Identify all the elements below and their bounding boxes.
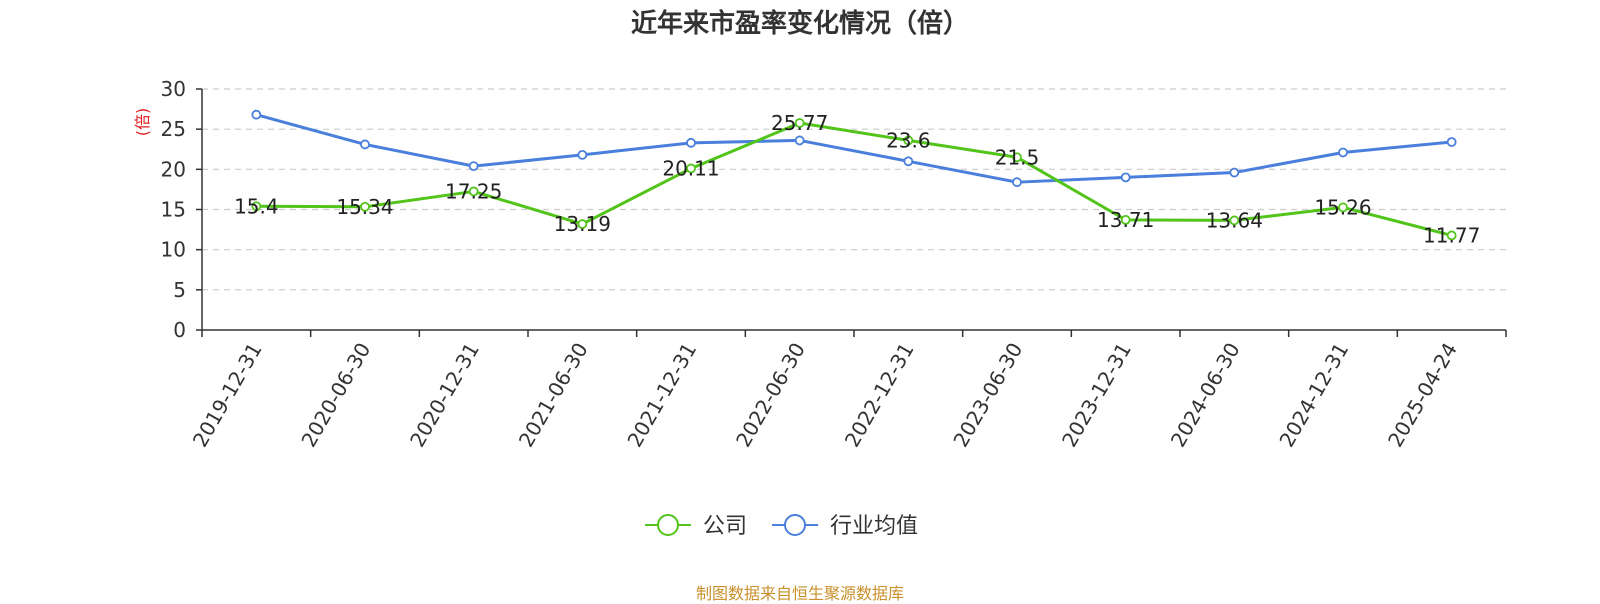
- legend-marker-company: [657, 514, 679, 536]
- y-tick-label: 0: [173, 318, 186, 342]
- legend-label-industry: 行业均值: [830, 514, 918, 539]
- industry-point: [686, 137, 696, 148]
- company-data-label: 13.64: [1206, 208, 1263, 232]
- company-point: [1012, 152, 1022, 163]
- industry-point: [794, 135, 805, 146]
- y-tick-labels: 0 5 10 15 20 25 30: [161, 77, 186, 342]
- company-data-label: 13.71: [1097, 208, 1154, 232]
- y-tick-label: 5: [173, 278, 186, 302]
- company-point: [1338, 202, 1348, 213]
- company-data-label: 13.19: [554, 212, 611, 236]
- axes: [196, 88, 1507, 337]
- y-axis-label: (倍): [133, 108, 152, 137]
- series-points: [251, 109, 1457, 241]
- x-tick-label: 2025-04-24: [1383, 339, 1462, 452]
- grid-lines: [202, 88, 1506, 291]
- company-data-label: 11.77: [1423, 223, 1480, 247]
- source-note: 制图数据来自恒生聚源数据库: [695, 584, 904, 603]
- series-lines: [255, 113, 1453, 237]
- industry-point: [903, 156, 914, 167]
- industry-point: [1229, 167, 1240, 178]
- company-point: [794, 118, 805, 128]
- company-data-label: 15.4: [234, 194, 279, 218]
- company-point: [1229, 215, 1240, 226]
- x-tick-label: 2019-12-31: [188, 339, 267, 452]
- y-tick-label: 10: [161, 238, 186, 262]
- company-data-label: 21.5: [995, 145, 1040, 169]
- company-point: [686, 163, 696, 174]
- x-tick-label: 2021-12-31: [622, 339, 701, 452]
- company-series-line: [256, 121, 1453, 237]
- legend-label-company: 公司: [703, 514, 747, 539]
- industry-point: [1120, 172, 1131, 183]
- x-tick-labels: 2019-12-31 2020-06-30 2020-12-31 2021-06-30…: [188, 338, 1462, 451]
- industry-series-line: [255, 113, 1452, 184]
- y-tick-label: 20: [161, 157, 186, 181]
- y-tick-label: 30: [161, 77, 186, 101]
- company-data-label: 23.6: [886, 128, 931, 152]
- y-tick-label: 15: [161, 198, 186, 222]
- x-tick-label: 2021-06-30: [514, 339, 593, 452]
- x-tick-label: 2024-12-31: [1274, 339, 1353, 452]
- company-point: [903, 135, 914, 146]
- company-point: [468, 186, 479, 197]
- x-tick-label: 2024-06-30: [1166, 339, 1245, 452]
- company-point: [360, 201, 370, 212]
- y-tick-label: 25: [161, 117, 186, 141]
- company-data-label: 15.34: [336, 195, 393, 219]
- x-tick-label: 2020-06-30: [296, 339, 375, 452]
- industry-point: [360, 139, 370, 150]
- industry-point: [577, 149, 588, 160]
- industry-point: [251, 109, 262, 120]
- legend: 公司 行业均值: [645, 514, 918, 539]
- chart-title: 近年来市盈率变化情况（倍）: [630, 9, 969, 39]
- company-data-label: 20.11: [662, 156, 719, 180]
- company-data-label: 15.26: [1314, 195, 1371, 219]
- company-point: [577, 219, 588, 229]
- x-tick-label: 2022-12-31: [840, 338, 919, 451]
- company-data-label: 25.77: [771, 111, 828, 135]
- data-labels: 15.4 15.34 17.25 13.19 20.11 25.77 23.6 21.5 13.…: [234, 111, 1480, 247]
- company-point: [1446, 230, 1457, 241]
- x-tick-label: 2023-06-30: [948, 339, 1027, 452]
- industry-point: [1012, 177, 1022, 188]
- industry-point: [1338, 147, 1348, 158]
- industry-point: [468, 161, 479, 172]
- legend-marker-industry: [784, 514, 806, 536]
- x-tick-label: 2020-12-31: [405, 338, 484, 451]
- x-tick-label: 2023-12-31: [1057, 339, 1136, 452]
- company-data-label: 17.25: [445, 179, 502, 203]
- x-tick-label: 2022-06-30: [731, 339, 810, 452]
- industry-point: [1446, 137, 1457, 147]
- company-point: [1120, 214, 1131, 225]
- company-point: [251, 201, 262, 212]
